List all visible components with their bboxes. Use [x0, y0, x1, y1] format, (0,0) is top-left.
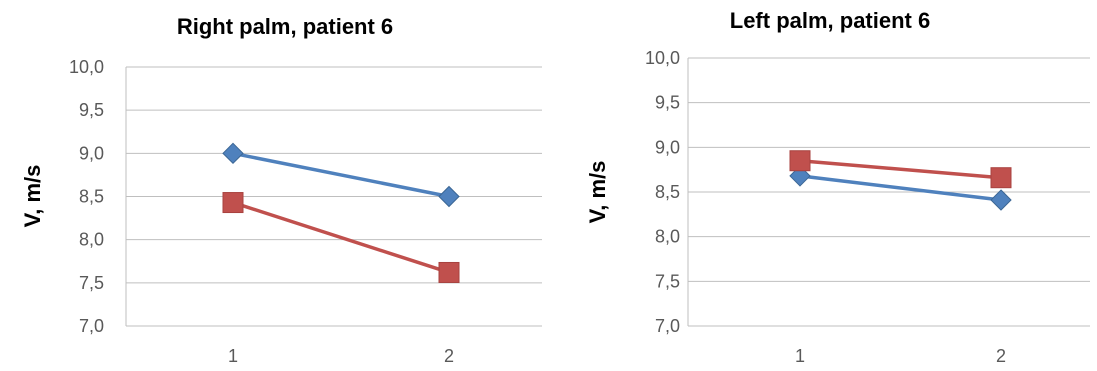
y-tick-label: 9,0	[79, 143, 104, 163]
chart-title: Right palm, patient 6	[177, 14, 393, 39]
chart-title: Left palm, patient 6	[730, 8, 930, 33]
y-tick-label: 7,0	[79, 316, 104, 336]
y-tick-label: 9,0	[655, 137, 680, 157]
data-point-diamond	[222, 142, 244, 165]
x-tick-label: 1	[795, 346, 805, 366]
y-tick-label: 8,5	[79, 187, 104, 207]
x-tick-label: 1	[228, 346, 238, 366]
data-point-diamond	[990, 189, 1012, 211]
x-tick-label: 2	[444, 346, 454, 366]
chart-svg-right-palm: Right palm, patient 6 V, m/s 7,0 7,5 8,0 8,…	[20, 14, 542, 366]
data-point-diamond	[438, 185, 460, 208]
y-tick-label: 8,0	[655, 227, 680, 247]
data-point-square	[222, 192, 244, 214]
series-line-1	[232, 151, 450, 199]
x-tick-label: 2	[996, 346, 1006, 366]
y-tick-label: 9,5	[79, 100, 104, 120]
y-tick-label: 9,5	[655, 93, 680, 113]
series-line-2	[799, 158, 1002, 180]
chart-right-palm: Right palm, patient 6 V, m/s 7,0 7,5 8,0 8,…	[0, 0, 548, 371]
y-tick-label: 7,0	[655, 316, 680, 336]
data-point-square	[990, 167, 1012, 189]
y-tick-label: 8,5	[655, 182, 680, 202]
series-line-1	[799, 174, 1002, 202]
data-point-square	[438, 261, 460, 283]
y-tick-label: 8,0	[79, 230, 104, 250]
y-tick-label: 10,0	[645, 48, 680, 68]
series-line-2	[232, 200, 450, 275]
y-tick-label: 10,0	[69, 57, 104, 77]
y-axis-label: V, m/s	[20, 165, 45, 228]
y-tick-label: 7,5	[655, 271, 680, 291]
y-tick-label: 7,5	[79, 273, 104, 293]
data-point-square	[789, 150, 811, 172]
chart-left-palm: Left palm, patient 6 V, m/s 7,0 7,5 8,0 8,5…	[548, 0, 1097, 371]
y-axis-label: V, m/s	[585, 161, 610, 224]
chart-svg-left-palm: Left palm, patient 6 V, m/s 7,0 7,5 8,0 8,5…	[585, 8, 1090, 366]
